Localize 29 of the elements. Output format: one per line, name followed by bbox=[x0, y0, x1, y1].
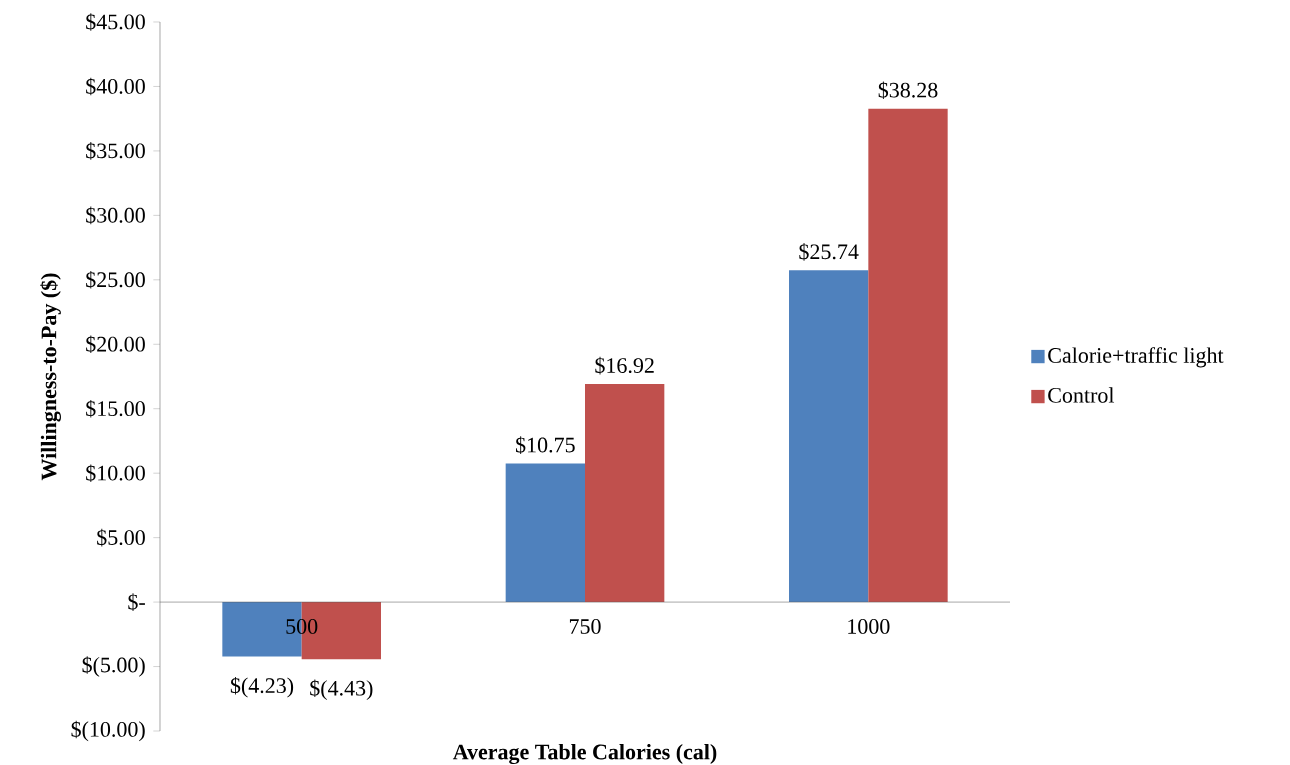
y-tick-label: $15.00 bbox=[86, 399, 145, 418]
y-tick-label: $(5.00) bbox=[82, 656, 145, 677]
y-tick-label: $40.00 bbox=[86, 77, 145, 96]
data-label: $16.92 bbox=[595, 356, 654, 375]
x-tick-label: 1000 bbox=[848, 619, 890, 634]
bar bbox=[868, 108, 948, 603]
x-tick-label: 500 bbox=[286, 619, 318, 634]
data-label: $25.74 bbox=[799, 243, 859, 261]
x-tick-label: 750 bbox=[569, 619, 601, 634]
y-tick-label: $25.00 bbox=[86, 271, 145, 289]
y-tick-label: $45.00 bbox=[86, 13, 145, 31]
data-label: $(4.43) bbox=[310, 679, 373, 701]
bar bbox=[505, 463, 586, 603]
y-tick-label: $10.00 bbox=[86, 464, 145, 482]
y-tick-label: $(10.00) bbox=[71, 720, 145, 742]
legend-label: Control bbox=[1048, 387, 1115, 403]
x-axis-title: Average Table Calories (cal) bbox=[452, 743, 717, 765]
y-tick-label: $30.00 bbox=[86, 206, 145, 225]
bar bbox=[585, 383, 665, 603]
y-tick-label: $5.00 bbox=[97, 528, 145, 547]
y-tick-label: $- bbox=[128, 593, 145, 611]
data-label: $10.75 bbox=[516, 436, 575, 454]
data-label: $(4.23) bbox=[230, 676, 294, 698]
legend-label: Calorie+traffic light bbox=[1048, 347, 1224, 368]
data-label: $38.28 bbox=[878, 81, 938, 100]
y-tick-label: $20.00 bbox=[86, 335, 145, 354]
y-tick-label: $35.00 bbox=[86, 142, 145, 160]
bar bbox=[789, 270, 869, 603]
y-axis-title: Willingness-to-Pay ($) bbox=[40, 273, 61, 481]
